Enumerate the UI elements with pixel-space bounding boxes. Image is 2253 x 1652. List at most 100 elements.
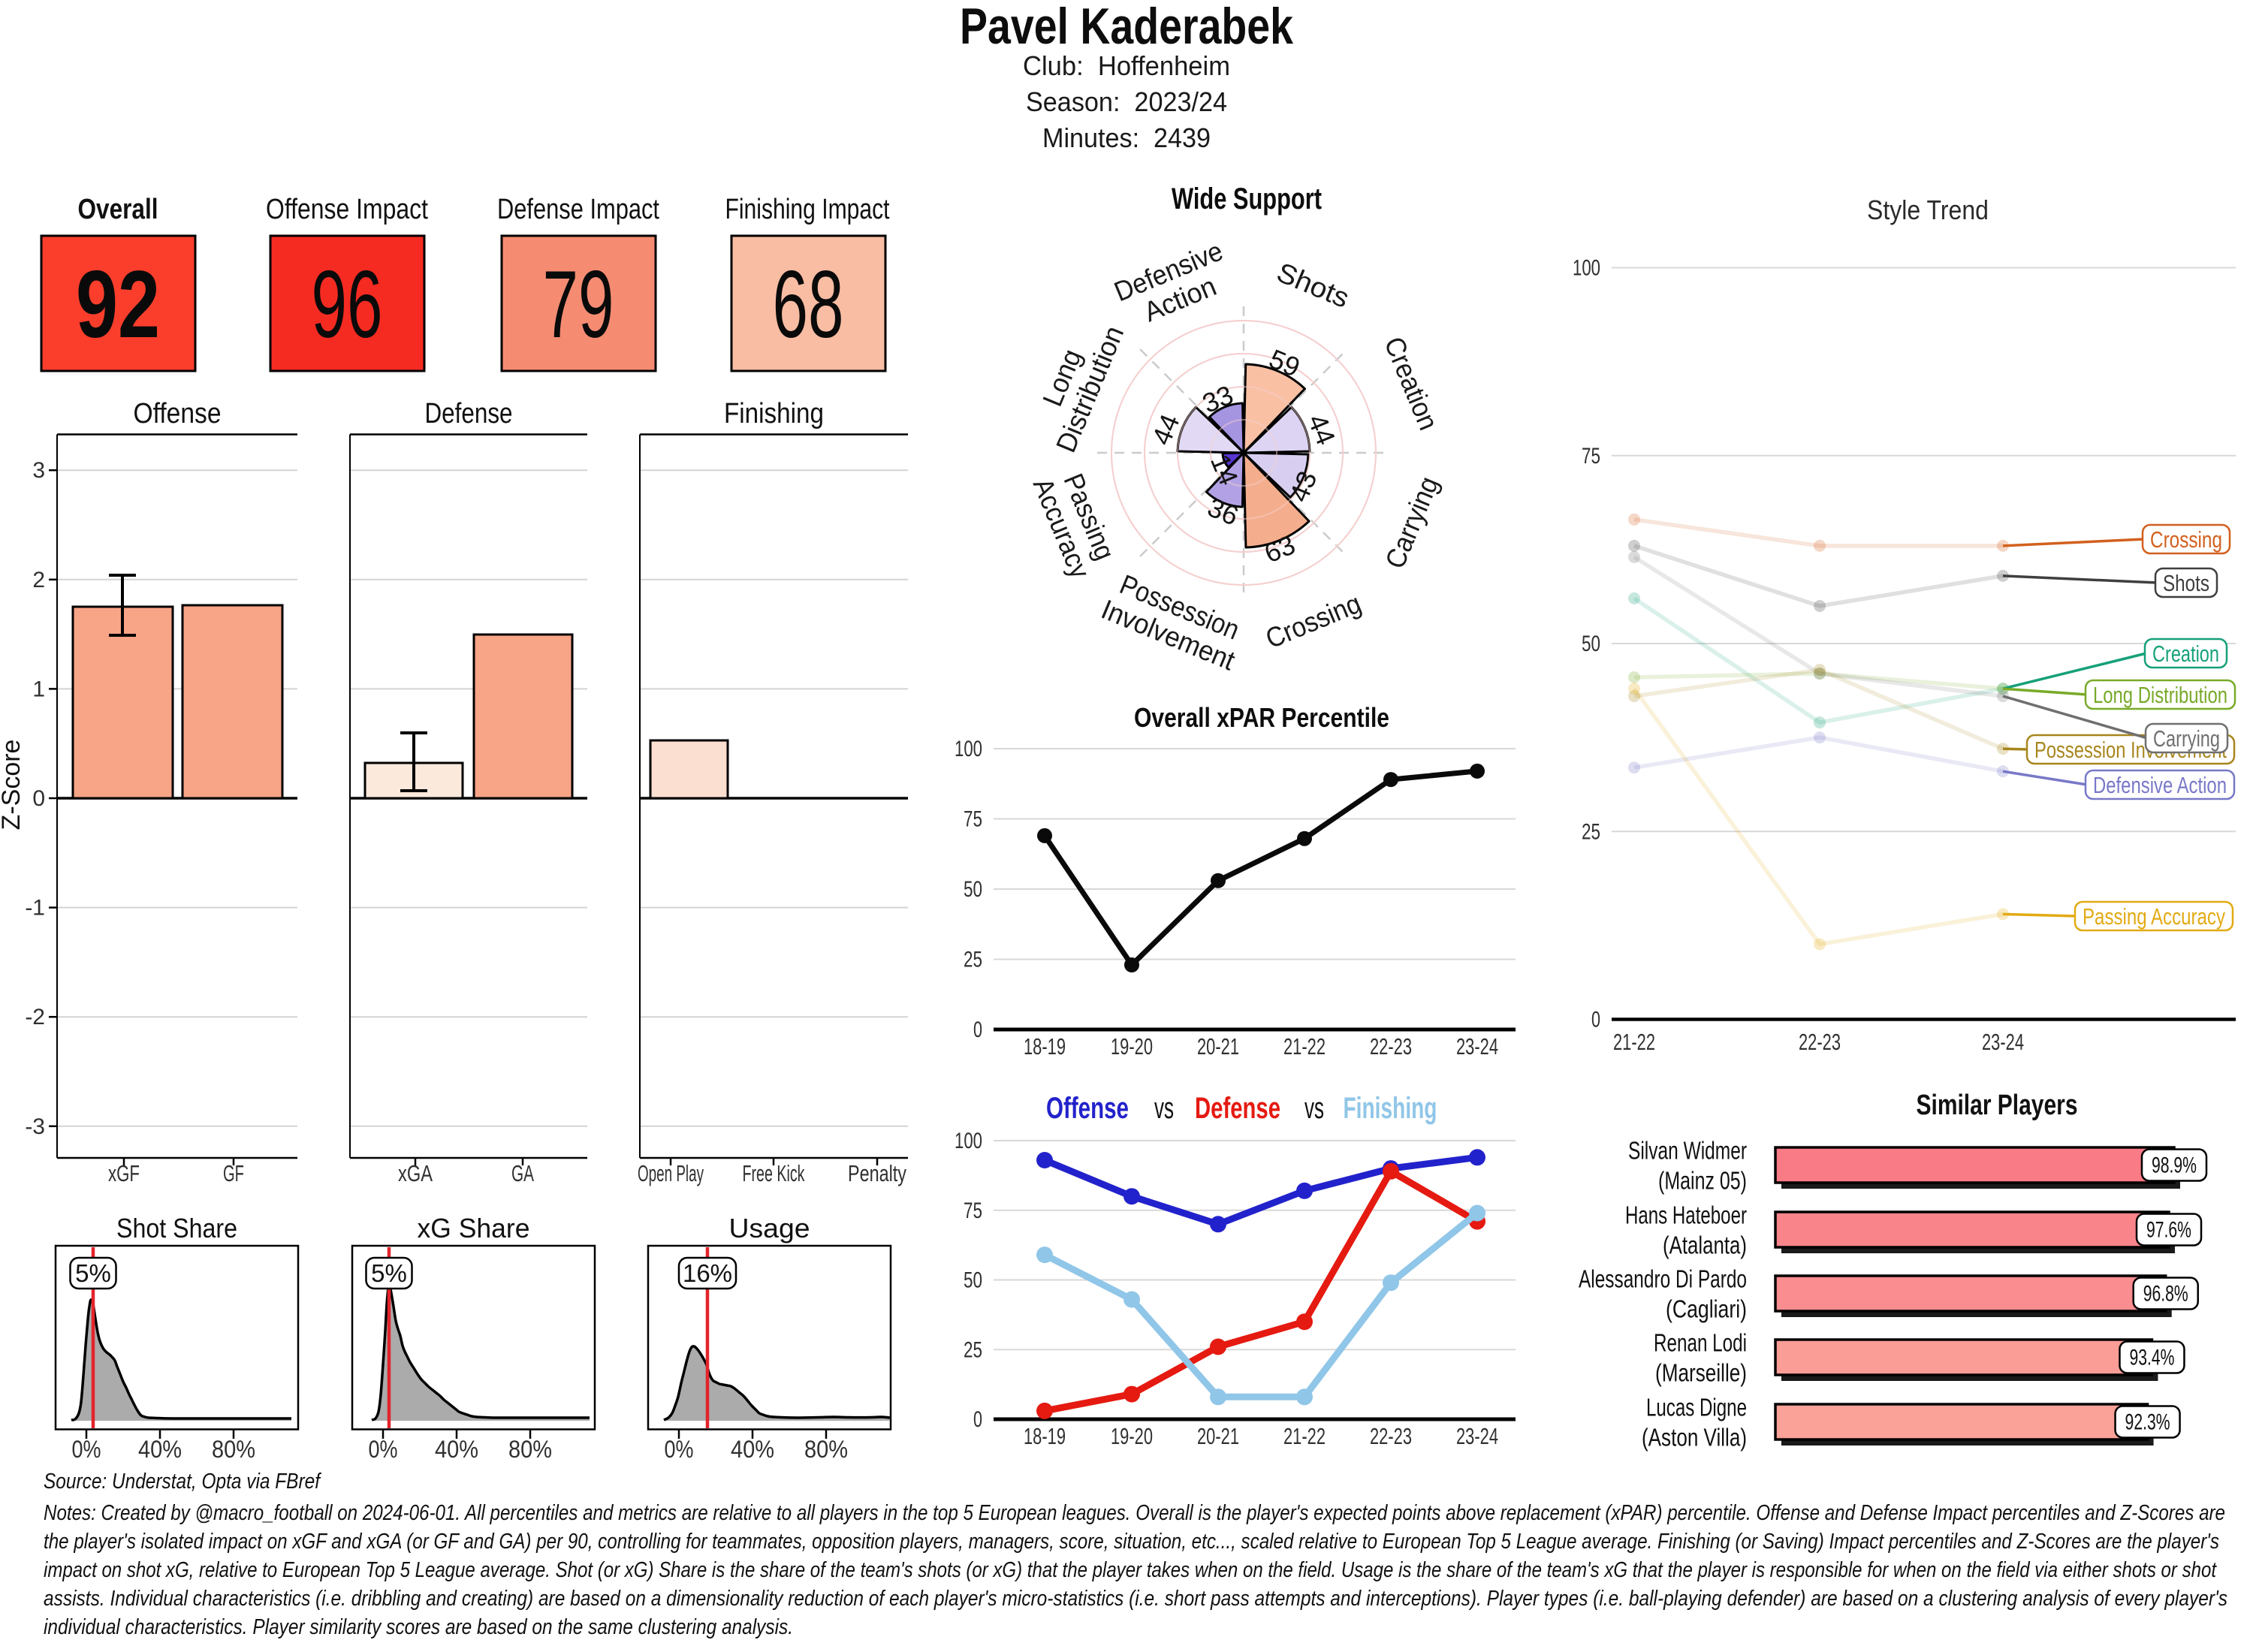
svg-text:1: 1	[32, 677, 45, 701]
svg-text:Offense: Offense	[1046, 1092, 1129, 1125]
svg-text:Usage: Usage	[729, 1213, 810, 1244]
svg-text:Z-Score: Z-Score	[0, 740, 26, 831]
svg-text:(Marseille): (Marseille)	[1655, 1359, 1747, 1387]
svg-text:22-23: 22-23	[1370, 1423, 1412, 1449]
svg-text:21-22: 21-22	[1613, 1029, 1655, 1055]
svg-text:Open Play: Open Play	[638, 1160, 704, 1186]
svg-text:Wide Support: Wide Support	[1172, 182, 1322, 216]
svg-text:96: 96	[312, 251, 383, 357]
svg-text:5%: 5%	[371, 1259, 407, 1287]
svg-text:20-21: 20-21	[1197, 1423, 1239, 1449]
svg-text:Offense: Offense	[134, 398, 222, 430]
svg-text:25: 25	[1582, 819, 1600, 844]
svg-text:68: 68	[773, 251, 844, 357]
svg-text:Similar Players: Similar Players	[1917, 1090, 2078, 1121]
svg-text:100: 100	[1573, 256, 1600, 281]
svg-text:Crossing: Crossing	[2150, 526, 2222, 553]
svg-text:0%: 0%	[72, 1436, 101, 1463]
svg-text:19-20: 19-20	[1111, 1033, 1153, 1060]
svg-text:Renan Lodi: Renan Lodi	[1654, 1329, 1747, 1357]
svg-text:Hans Hateboer: Hans Hateboer	[1625, 1201, 1747, 1229]
svg-text:80%: 80%	[212, 1436, 255, 1463]
svg-text:GA: GA	[511, 1160, 534, 1186]
svg-text:Defense: Defense	[425, 398, 513, 430]
svg-text:Season: 2023/24: Season: 2023/24	[1026, 86, 1227, 117]
svg-text:93.4%: 93.4%	[2129, 1346, 2174, 1370]
svg-text:21-22: 21-22	[1283, 1033, 1326, 1060]
svg-text:80%: 80%	[508, 1436, 552, 1463]
svg-text:19-20: 19-20	[1111, 1423, 1153, 1449]
svg-text:100: 100	[955, 1129, 982, 1153]
svg-text:Notes: Created by @macro_footb: Notes: Created by @macro_football on 202…	[44, 1501, 2225, 1525]
svg-text:80%: 80%	[804, 1436, 848, 1463]
svg-text:21-22: 21-22	[1283, 1423, 1326, 1449]
svg-text:xGA: xGA	[398, 1160, 433, 1186]
svg-text:50: 50	[1582, 632, 1600, 656]
svg-text:Club: Hoffenheim: Club: Hoffenheim	[1023, 50, 1230, 81]
svg-text:96.8%: 96.8%	[2143, 1282, 2188, 1307]
svg-text:Minutes: 2439: Minutes: 2439	[1042, 122, 1211, 153]
svg-text:(Mainz 05): (Mainz 05)	[1658, 1167, 1747, 1195]
svg-text:Creation: Creation	[2152, 641, 2219, 667]
svg-text:(Atalanta): (Atalanta)	[1663, 1231, 1747, 1259]
svg-text:0: 0	[973, 1017, 982, 1042]
svg-text:-2: -2	[25, 1005, 45, 1029]
svg-text:3: 3	[32, 458, 45, 483]
svg-text:Alessandro Di Pardo: Alessandro Di Pardo	[1579, 1265, 1747, 1293]
svg-text:Overall xPAR Percentile: Overall xPAR Percentile	[1134, 702, 1389, 733]
svg-text:Free Kick: Free Kick	[743, 1160, 805, 1186]
svg-text:Finishing: Finishing	[724, 398, 824, 430]
svg-text:16%: 16%	[683, 1259, 732, 1287]
svg-text:18-19: 18-19	[1024, 1423, 1066, 1449]
svg-text:100: 100	[955, 737, 982, 761]
svg-text:vs: vs	[1154, 1092, 1174, 1125]
svg-text:Pavel Kaderabek: Pavel Kaderabek	[960, 0, 1293, 55]
svg-text:Silvan Widmer: Silvan Widmer	[1628, 1137, 1747, 1165]
svg-text:GF: GF	[223, 1160, 244, 1186]
svg-text:75: 75	[1582, 444, 1600, 469]
svg-text:Offense Impact: Offense Impact	[266, 194, 428, 225]
svg-text:75: 75	[964, 807, 982, 832]
svg-text:Finishing: Finishing	[1344, 1092, 1437, 1125]
svg-text:0%: 0%	[665, 1436, 694, 1463]
svg-text:individual characteristics. Pl: individual characteristics. Player simil…	[44, 1615, 793, 1639]
svg-text:79: 79	[543, 251, 614, 357]
svg-text:the player's isolated impact o: the player's isolated impact on xGF and …	[44, 1530, 2219, 1554]
svg-text:Defensive Action: Defensive Action	[2093, 772, 2227, 798]
svg-text:20-21: 20-21	[1197, 1033, 1239, 1060]
svg-text:Passing Accuracy: Passing Accuracy	[2083, 903, 2225, 930]
svg-text:Overall: Overall	[78, 194, 158, 225]
svg-text:Carrying: Carrying	[2153, 725, 2220, 752]
svg-text:92.3%: 92.3%	[2125, 1410, 2170, 1435]
svg-text:50: 50	[964, 1268, 982, 1293]
svg-text:Penalty: Penalty	[848, 1160, 906, 1186]
svg-text:Style Trend: Style Trend	[1867, 194, 1989, 225]
svg-text:40%: 40%	[138, 1436, 182, 1463]
svg-text:97.6%: 97.6%	[2146, 1218, 2191, 1243]
svg-text:25: 25	[964, 948, 982, 972]
svg-text:xGF: xGF	[108, 1160, 140, 1186]
svg-text:0%: 0%	[369, 1436, 398, 1463]
svg-text:Long Distribution: Long Distribution	[2093, 682, 2227, 708]
svg-text:5%: 5%	[75, 1259, 111, 1287]
svg-text:25: 25	[964, 1337, 982, 1362]
svg-text:23-24: 23-24	[1982, 1029, 2024, 1055]
svg-text:-3: -3	[25, 1114, 45, 1139]
svg-text:-1: -1	[25, 896, 45, 921]
svg-text:23-24: 23-24	[1456, 1423, 1498, 1449]
svg-text:23-24: 23-24	[1456, 1033, 1498, 1060]
svg-text:Source: Understat, Opta via FB: Source: Understat, Opta via FBref	[44, 1470, 321, 1494]
svg-text:92: 92	[76, 251, 160, 357]
svg-text:0: 0	[32, 786, 45, 811]
svg-text:Defense: Defense	[1195, 1092, 1280, 1125]
svg-text:(Aston Villa): (Aston Villa)	[1642, 1424, 1747, 1452]
svg-text:22-23: 22-23	[1799, 1029, 1841, 1055]
svg-text:assists. Individual characteri: assists. Individual characteristics (i.e…	[44, 1587, 2227, 1611]
svg-text:Lucas Digne: Lucas Digne	[1646, 1394, 1747, 1421]
svg-text:Finishing Impact: Finishing Impact	[725, 194, 890, 225]
svg-text:98.9%: 98.9%	[2152, 1153, 2197, 1178]
svg-text:Defense Impact: Defense Impact	[497, 194, 659, 225]
svg-text:40%: 40%	[731, 1436, 774, 1463]
svg-text:0: 0	[1591, 1008, 1600, 1032]
svg-text:Shots: Shots	[2163, 570, 2209, 596]
